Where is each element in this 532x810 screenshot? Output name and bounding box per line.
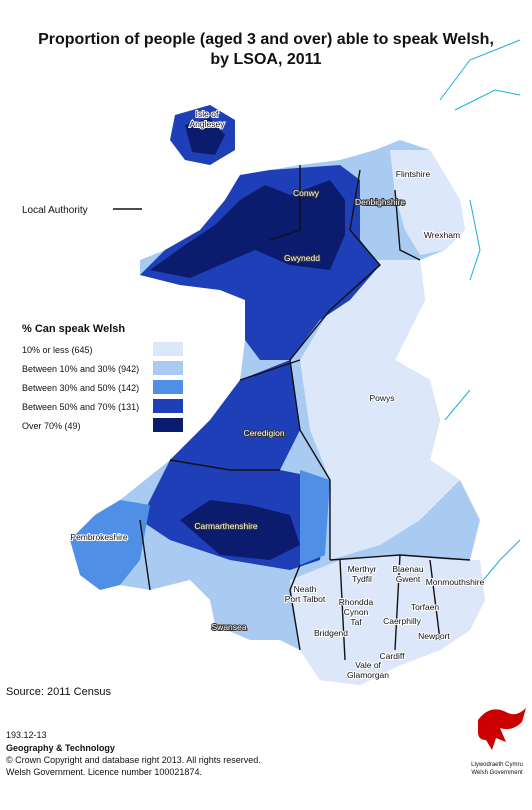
legend-label: Between 10% and 30% (942) xyxy=(22,364,139,374)
footer-copyright: © Crown Copyright and database right 201… xyxy=(6,755,261,765)
region-label: Carmarthenshire xyxy=(194,521,258,531)
logo-welsh: Llywodraeth Cymru xyxy=(471,762,523,768)
region-label: Blaenau xyxy=(392,564,423,574)
region-label: Glamorgan xyxy=(347,670,389,680)
labels: Proportion of people (aged 3 and over) a… xyxy=(6,31,526,777)
legend-swatch xyxy=(153,361,183,375)
region-label: Monmouthshire xyxy=(426,577,485,587)
region-label: Pembrokeshire xyxy=(70,532,127,542)
west-core xyxy=(150,180,345,278)
region-label: Port Talbot xyxy=(285,594,326,604)
region-label: Torfaen xyxy=(411,602,440,612)
region-label: Ceredigion xyxy=(243,428,284,438)
northeast-area xyxy=(390,150,465,255)
region-label: Conwy xyxy=(293,188,320,198)
coastal-area xyxy=(300,470,330,565)
region-label: Gwynedd xyxy=(284,253,320,263)
legend-swatch xyxy=(153,418,183,432)
region-label: Isle of xyxy=(196,109,219,119)
legend-label: Between 30% and 50% (142) xyxy=(22,383,139,393)
region-label: Merthyr xyxy=(348,564,377,574)
region-label: Caerphilly xyxy=(383,616,422,626)
valleys-area xyxy=(290,555,485,685)
footer-code: 193.12-13 xyxy=(6,730,47,740)
region-label: Taf xyxy=(350,617,362,627)
legend-swatch xyxy=(153,399,183,413)
region-label: Bridgend xyxy=(314,628,348,638)
region-label: Cynon xyxy=(344,607,369,617)
title: Proportion of people (aged 3 and over) a… xyxy=(38,31,494,48)
region-label: Denbighshire xyxy=(355,197,405,207)
region-label: Vale of xyxy=(355,660,381,670)
map xyxy=(70,39,521,685)
pembroke-area xyxy=(70,500,150,590)
region-label: Swansea xyxy=(212,622,247,632)
legend-swatch xyxy=(153,342,183,356)
source: Source: 2011 Census xyxy=(6,686,111,698)
region-label: Anglesey xyxy=(190,119,226,129)
legend-label: Over 70% (49) xyxy=(22,421,81,431)
legend-title: % Can speak Welsh xyxy=(22,323,125,335)
region-label: Rhondda xyxy=(339,597,374,607)
footer-dept: Geography & Technology xyxy=(6,743,115,753)
region-label: Neath xyxy=(294,584,317,594)
legend-label: Between 50% and 70% (131) xyxy=(22,402,139,412)
legend-swatch xyxy=(153,380,183,394)
region-label: Cardiff xyxy=(380,651,406,661)
region-label: Powys xyxy=(369,393,394,403)
annotation: Local Authority xyxy=(22,205,88,216)
region-label: Gwent xyxy=(396,574,421,584)
powys-area xyxy=(300,260,460,560)
logo-dragon xyxy=(478,708,526,750)
carmarthen-core xyxy=(180,500,300,560)
river xyxy=(439,39,521,591)
anglesey-core xyxy=(185,118,225,155)
title: by LSOA, 2011 xyxy=(210,51,321,68)
region-label: Flintshire xyxy=(396,169,431,179)
region-label: Wrexham xyxy=(424,230,460,240)
footer-licence: Welsh Government. Licence number 1000218… xyxy=(6,767,202,777)
region-label: Tydfil xyxy=(352,574,372,584)
authority-boundary xyxy=(139,165,471,661)
logo-english: Welsh Government xyxy=(471,770,523,776)
legend-label: 10% or less (645) xyxy=(22,345,93,355)
region-label: Newport xyxy=(418,631,450,641)
